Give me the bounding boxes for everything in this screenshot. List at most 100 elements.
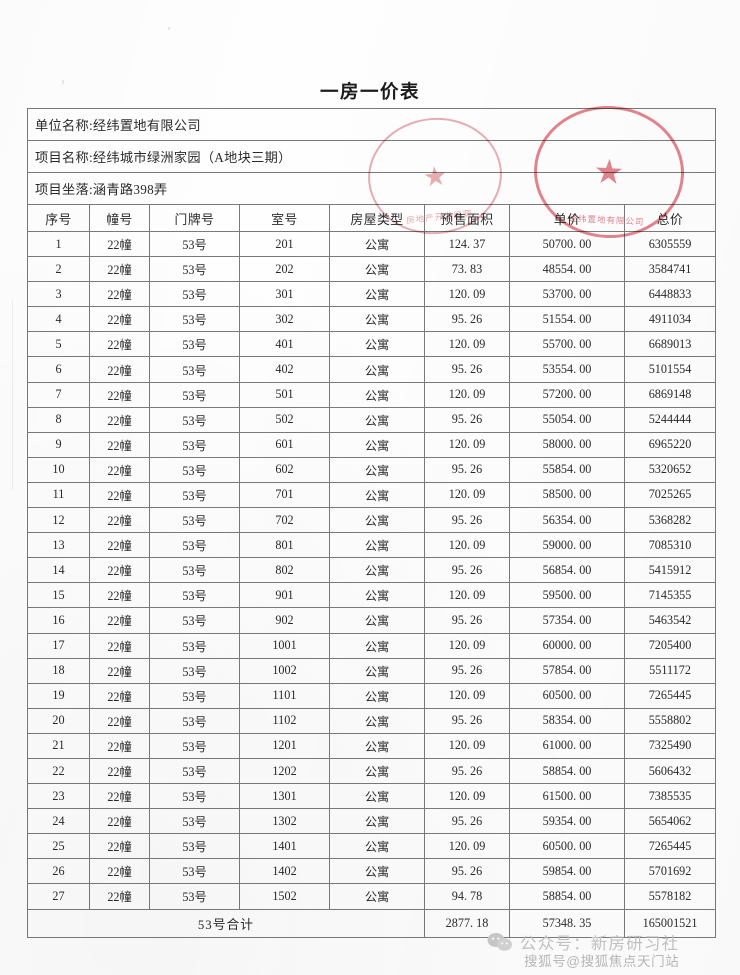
table-row: 20 22幢 53号 1102 公寓 95. 26 58354. 00 5558802 — [27, 707, 717, 734]
table-row: 13 22幢 53号 801 公寓 120. 09 59000. 00 7085310 — [27, 532, 717, 559]
cell-area: 120. 09 — [424, 281, 510, 308]
cell-area: 95. 26 — [424, 607, 510, 634]
cell-total-price: 5244444 — [623, 406, 717, 433]
table-row: 3 22幢 53号 301 公寓 120. 09 53700. 00 6448833 — [27, 281, 717, 308]
cell-bldg: 22幢 — [89, 808, 150, 835]
cell-door: 53号 — [149, 456, 240, 483]
cell-unit-price: 58854. 00 — [509, 883, 625, 910]
cell-door: 53号 — [149, 256, 240, 283]
cell-unit-price: 59854. 00 — [509, 858, 625, 885]
cell-bldg: 22幢 — [89, 431, 150, 458]
cell-type: 公寓 — [329, 406, 425, 433]
cell-room: 301 — [239, 281, 330, 308]
cell-total-price: 6965220 — [623, 431, 717, 458]
cell-room: 501 — [239, 381, 330, 408]
cell-bldg: 22幢 — [89, 783, 150, 810]
table-row: 15 22幢 53号 901 公寓 120. 09 59500. 00 7145355 — [27, 582, 717, 609]
cell-room: 901 — [239, 582, 330, 609]
total-area: 2877. 18 — [424, 908, 510, 938]
cell-door: 53号 — [149, 607, 240, 634]
info-row-text: 项目坐落:涵青路398弄 — [26, 172, 717, 205]
cell-seq: 23 — [27, 783, 90, 810]
cell-area: 124. 37 — [424, 230, 510, 258]
cell-total-price: 6869148 — [623, 381, 717, 408]
cell-type: 公寓 — [329, 783, 425, 810]
cell-type: 公寓 — [329, 707, 425, 734]
cell-unit-price: 48554. 00 — [509, 256, 625, 283]
cell-type: 公寓 — [329, 306, 425, 333]
cell-bldg: 22幢 — [89, 757, 150, 785]
cell-type: 公寓 — [329, 256, 425, 283]
cell-area: 95. 26 — [424, 456, 510, 483]
table-row: 8 22幢 53号 502 公寓 95. 26 55054. 00 5244444 — [27, 406, 717, 433]
table-row: 1 22幢 53号 201 公寓 124. 37 50700. 00 6305559 — [27, 230, 717, 258]
cell-seq: 8 — [27, 406, 90, 433]
cell-room: 1202 — [239, 757, 330, 785]
cell-bldg: 22幢 — [89, 230, 150, 258]
cell-door: 53号 — [149, 858, 240, 885]
cell-room: 1001 — [239, 632, 330, 659]
cell-bldg: 22幢 — [89, 356, 150, 383]
cell-unit-price: 55700. 00 — [509, 331, 625, 358]
cell-unit-price: 61500. 00 — [509, 783, 625, 810]
cell-area: 120. 09 — [424, 682, 510, 709]
cell-seq: 20 — [27, 707, 90, 734]
cell-door: 53号 — [149, 431, 240, 458]
price-table: 单位名称:经纬置地有限公司 项目名称:经纬城市绿洲家园（A地块三期） 项目坐落:涵青… — [26, 108, 717, 938]
cell-area: 95. 26 — [424, 557, 510, 584]
cell-area: 120. 09 — [424, 431, 510, 458]
cell-total-price: 4911034 — [623, 306, 717, 333]
cell-area: 120. 09 — [424, 632, 510, 659]
cell-door: 53号 — [149, 356, 240, 383]
cell-seq: 12 — [27, 507, 90, 534]
scan-speck — [12, 300, 13, 490]
cell-bldg: 22幢 — [89, 532, 150, 559]
table-row: 10 22幢 53号 602 公寓 95. 26 55854. 00 5320652 — [27, 456, 717, 483]
cell-seq: 26 — [27, 858, 90, 885]
cell-room: 1102 — [239, 707, 330, 734]
column-header: 预售面积 — [424, 204, 510, 232]
cell-unit-price: 51554. 00 — [509, 306, 625, 333]
cell-total-price: 7085310 — [623, 532, 717, 559]
cell-room: 702 — [239, 507, 330, 534]
column-header: 幢号 — [89, 204, 150, 232]
info-row-text: 单位名称:经纬置地有限公司 — [26, 108, 717, 141]
cell-unit-price: 59000. 00 — [509, 532, 625, 559]
table-row: 4 22幢 53号 302 公寓 95. 26 51554. 00 4911034 — [27, 306, 717, 333]
cell-total-price: 6448833 — [623, 281, 717, 308]
cell-room: 701 — [239, 481, 330, 509]
cell-area: 120. 09 — [424, 331, 510, 358]
table-header-row: 序号 幢号 门牌号 室号 房屋类型 预售面积 单价 总价 — [27, 204, 717, 232]
cell-total-price: 5511172 — [623, 657, 717, 684]
cell-area: 120. 09 — [424, 783, 510, 810]
cell-bldg: 22幢 — [89, 883, 150, 910]
cell-total-price: 7265445 — [623, 682, 717, 709]
cell-type: 公寓 — [329, 582, 425, 609]
cell-area: 120. 09 — [424, 532, 510, 559]
table-row: 18 22幢 53号 1002 公寓 95. 26 57854. 00 5511172 — [27, 657, 717, 684]
cell-seq: 15 — [27, 582, 90, 609]
cell-type: 公寓 — [329, 281, 425, 308]
wechat-icon — [487, 933, 512, 951]
column-header: 单价 — [509, 204, 625, 232]
cell-bldg: 22幢 — [89, 557, 150, 584]
cell-total-price: 7025265 — [623, 481, 717, 509]
cell-door: 53号 — [149, 732, 240, 759]
cell-type: 公寓 — [329, 632, 425, 659]
column-header: 门牌号 — [149, 204, 240, 232]
cell-total-price: 6305559 — [623, 230, 717, 258]
cell-unit-price: 60500. 00 — [509, 833, 625, 860]
cell-door: 53号 — [149, 682, 240, 709]
cell-seq: 4 — [27, 306, 90, 333]
cell-type: 公寓 — [329, 356, 425, 383]
cell-room: 802 — [239, 557, 330, 584]
cell-area: 95. 26 — [424, 707, 510, 734]
cell-total-price: 6689013 — [623, 331, 717, 358]
cell-type: 公寓 — [329, 431, 425, 458]
cell-total-price: 5578182 — [623, 883, 717, 910]
cell-area: 95. 26 — [424, 406, 510, 433]
cell-unit-price: 53554. 00 — [509, 356, 625, 383]
cell-unit-price: 57354. 00 — [509, 607, 625, 634]
cell-unit-price: 58354. 00 — [509, 707, 625, 734]
